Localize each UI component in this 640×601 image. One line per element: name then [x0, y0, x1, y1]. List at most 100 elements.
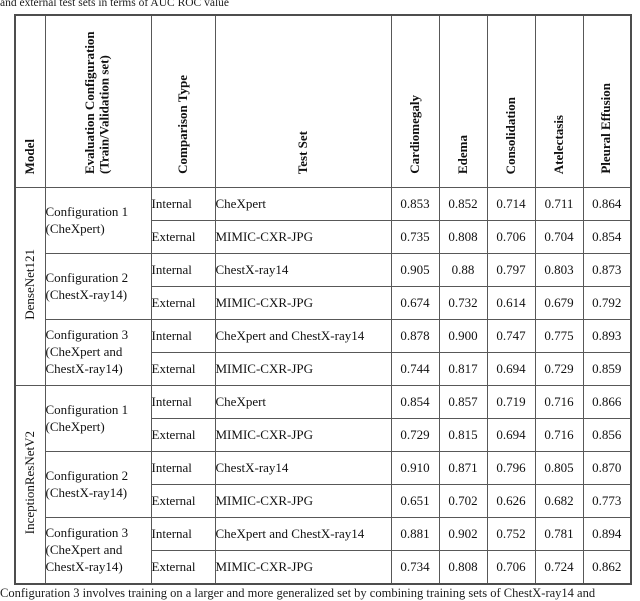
value-cell: 0.704: [534, 220, 584, 254]
comparison-cell: External: [150, 220, 216, 254]
value-cell: 0.716: [534, 385, 584, 419]
value-cell: 0.815: [438, 418, 488, 452]
value-cell: 0.862: [582, 550, 632, 584]
value-cell: 0.900: [438, 319, 488, 353]
value-cell: 0.878: [390, 319, 440, 353]
table-row: External MIMIC-CXR-JPG 0.735 0.808 0.706…: [15, 220, 632, 254]
col-header-evaluation-configuration: Evaluation Configuration (Train/Validati…: [44, 14, 152, 188]
value-cell: 0.854: [390, 385, 440, 419]
col-header-comparison-type: Comparison Type: [150, 14, 216, 188]
col-header-pleural-effusion: Pleural Effusion: [582, 14, 632, 188]
comparison-cell: Internal: [150, 451, 216, 485]
value-cell: 0.711: [534, 187, 584, 221]
config-cell: Configuration 2 (ChestX-ray14): [44, 253, 152, 320]
table-row: External MIMIC-CXR-JPG 0.651 0.702 0.626…: [15, 484, 632, 518]
value-cell: 0.870: [582, 451, 632, 485]
value-cell: 0.808: [438, 550, 488, 584]
table-row: Configuration 3 (CheXpert and ChestX-ray…: [15, 517, 632, 584]
col-header-edema-label: Edema: [454, 135, 470, 174]
value-cell: 0.702: [438, 484, 488, 518]
footnote-fragment: Configuration 3 involves training on a l…: [0, 586, 596, 600]
value-cell: 0.781: [534, 517, 584, 551]
value-cell: 0.854: [582, 220, 632, 254]
model-group-cell: InceptionResNetV2: [14, 385, 46, 584]
value-cell: 0.894: [582, 517, 632, 551]
col-header-comparison-type-label: Comparison Type: [174, 75, 190, 174]
comparison-cell: External: [150, 484, 216, 518]
col-header-edema: Edema: [438, 14, 488, 188]
col-header-cardiomegaly-label: Cardiomegaly: [406, 95, 422, 174]
col-header-test-set: Test Set: [214, 14, 392, 188]
testset-cell: ChestX-ray14: [214, 451, 392, 485]
header-row: Model Evaluation Configuration (Train/Va…: [14, 14, 632, 188]
table-row: External MIMIC-CXR-JPG 0.734 0.808 0.706…: [15, 550, 632, 584]
value-cell: 0.857: [438, 385, 488, 419]
comparison-cell: External: [150, 352, 216, 386]
comparison-cell: External: [150, 286, 216, 320]
testset-cell: MIMIC-CXR-JPG: [214, 352, 392, 386]
col-header-test-set-label: Test Set: [294, 130, 310, 174]
testset-cell: CheXpert: [214, 187, 392, 221]
model-group-cell: DenseNet121: [14, 187, 46, 386]
table-row: InceptionResNetV2 Configuration 1 (CheXp…: [14, 385, 632, 584]
col-header-atelectasis: Atelectasis: [534, 14, 584, 188]
value-cell: 0.817: [438, 352, 488, 386]
value-cell: 0.694: [486, 352, 536, 386]
table-row: DenseNet121 Configuration 1 (CheXpert) I…: [14, 187, 632, 386]
comparison-cell: Internal: [150, 517, 216, 551]
comparison-cell: Internal: [150, 187, 216, 221]
value-cell: 0.674: [390, 286, 440, 320]
col-header-evaluation-configuration-label: Evaluation Configuration (Train/Validati…: [82, 31, 112, 174]
col-header-consolidation-label: Consolidation: [502, 96, 518, 174]
comparison-cell: Internal: [150, 385, 216, 419]
value-cell: 0.805: [534, 451, 584, 485]
config-cell: Configuration 3 (CheXpert and ChestX-ray…: [44, 319, 152, 386]
comparison-cell: External: [150, 418, 216, 452]
value-cell: 0.893: [582, 319, 632, 353]
value-cell: 0.905: [390, 253, 440, 287]
value-cell: 0.651: [390, 484, 440, 518]
value-cell: 0.682: [534, 484, 584, 518]
value-cell: 0.866: [582, 385, 632, 419]
value-cell: 0.796: [486, 451, 536, 485]
value-cell: 0.871: [438, 451, 488, 485]
value-cell: 0.773: [582, 484, 632, 518]
value-cell: 0.729: [390, 418, 440, 452]
col-header-model: Model: [14, 14, 46, 188]
config-cell: Configuration 1 (CheXpert): [44, 385, 152, 452]
testset-cell: MIMIC-CXR-JPG: [214, 418, 392, 452]
value-cell: 0.735: [390, 220, 440, 254]
value-cell: 0.88: [438, 253, 488, 287]
col-header-pleural-effusion-label: Pleural Effusion: [598, 83, 614, 174]
table-row: Configuration 3 (CheXpert and ChestX-ray…: [15, 319, 632, 386]
testset-cell: MIMIC-CXR-JPG: [214, 484, 392, 518]
value-cell: 0.734: [390, 550, 440, 584]
value-cell: 0.732: [438, 286, 488, 320]
value-cell: 0.714: [486, 187, 536, 221]
value-cell: 0.808: [438, 220, 488, 254]
col-header-atelectasis-label: Atelectasis: [550, 114, 566, 174]
col-header-model-label: Model: [21, 138, 37, 174]
value-cell: 0.719: [486, 385, 536, 419]
value-cell: 0.706: [486, 220, 536, 254]
testset-cell: CheXpert and ChestX-ray14: [214, 517, 392, 551]
table-row: External MIMIC-CXR-JPG 0.744 0.817 0.694…: [15, 352, 632, 386]
table-row: External MIMIC-CXR-JPG 0.674 0.732 0.614…: [15, 286, 632, 320]
table-row: Configuration 2 (ChestX-ray14) Internal …: [15, 451, 632, 518]
value-cell: 0.902: [438, 517, 488, 551]
comparison-cell: Internal: [150, 319, 216, 353]
results-table: Model Evaluation Configuration (Train/Va…: [14, 14, 632, 585]
value-cell: 0.614: [486, 286, 536, 320]
col-header-consolidation: Consolidation: [486, 14, 536, 188]
value-cell: 0.856: [582, 418, 632, 452]
value-cell: 0.797: [486, 253, 536, 287]
config-cell: Configuration 3 (CheXpert and ChestX-ray…: [44, 517, 152, 584]
testset-cell: MIMIC-CXR-JPG: [214, 550, 392, 584]
testset-cell: MIMIC-CXR-JPG: [214, 286, 392, 320]
value-cell: 0.864: [582, 187, 632, 221]
testset-cell: CheXpert and ChestX-ray14: [214, 319, 392, 353]
value-cell: 0.792: [582, 286, 632, 320]
testset-cell: ChestX-ray14: [214, 253, 392, 287]
testset-cell: CheXpert: [214, 385, 392, 419]
value-cell: 0.752: [486, 517, 536, 551]
